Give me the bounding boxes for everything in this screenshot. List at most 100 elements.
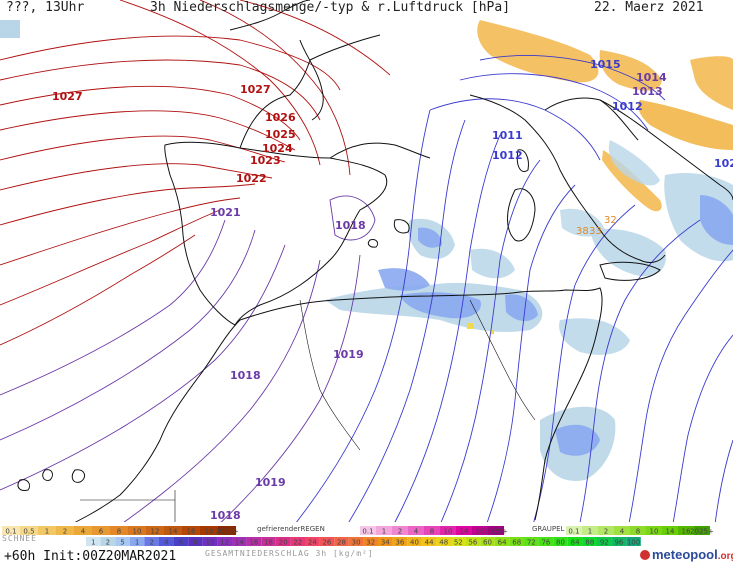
isobar-label: 1026 (265, 111, 296, 124)
legend-swatch-label: 2 (106, 539, 110, 547)
isobar-label: 1013 (632, 85, 663, 98)
legend-swatch-label: 8 (636, 528, 640, 536)
legend-swatch (200, 526, 218, 535)
precip-amount-labels: 32 38 33 (576, 215, 617, 237)
legend-swatch (20, 526, 38, 535)
legend-swatch-label: 16 (682, 528, 691, 536)
legend-swatch (360, 526, 376, 535)
precipitation-field (0, 20, 733, 481)
legend-swatch (538, 537, 554, 546)
legend-swatch (305, 537, 320, 546)
legend-swatch (217, 537, 232, 546)
legend-swatch-label: 8 (430, 528, 434, 536)
legend-swatch (456, 526, 472, 535)
legend-swatch (376, 526, 392, 535)
legend-swatch (436, 537, 451, 546)
legend-swatch (614, 526, 630, 535)
legend-swatch-label: 76 (541, 539, 550, 547)
legend-swatch (646, 526, 662, 535)
total-precip-legend: 1 2 5 1 2 4 6 8 10 12 14 16 18 20 22 24 26 28 30 32 34 36 40 44… (86, 537, 641, 547)
legend-swatch (319, 537, 335, 546)
legend-swatch-label: 14 (169, 528, 178, 536)
legend-swatch-label: 1 (588, 528, 592, 536)
legend-swatch (74, 526, 92, 535)
legend-swatch-label: 16 (476, 528, 485, 536)
isobar-labels: 1027 1027 1026 1025 1024 1023 1022 1021 … (52, 58, 733, 522)
legend-swatch-label: 100 (627, 539, 640, 547)
legend-swatch-label: 6 (99, 528, 104, 536)
freezing-rain-label: gefrierenderREGEN (257, 525, 325, 533)
legend-swatch-label: 12 (220, 539, 229, 547)
map-title: 3h Niederschlagsmenge/-typ & r.Luftdruck… (150, 0, 511, 15)
legend-swatch-label: 60 (483, 539, 492, 547)
legend-swatch (261, 537, 276, 546)
legend-swatch-label: 0.1 (5, 528, 16, 536)
isobar-label: 1014 (636, 71, 667, 84)
isobar-label: 1018 (335, 219, 366, 232)
legend-swatch-label: 10 (444, 528, 453, 536)
legend-swatch-label: 34 (381, 539, 390, 547)
legend-swatch (392, 526, 408, 535)
legend-swatch-label: 2 (398, 528, 402, 536)
legend-swatch (56, 526, 74, 535)
legend-swatch (363, 537, 378, 546)
legend-swatch (408, 526, 424, 535)
legend-swatch-label: 26 (322, 539, 331, 547)
legend-swatch-label: 92 (600, 539, 609, 547)
legend-swatch-label: 68 (512, 539, 521, 547)
legend-swatch-label: 4 (414, 528, 419, 536)
precip-amount: 33 (589, 226, 602, 237)
legend-swatch (524, 537, 539, 546)
legend-swatch-label: 14 (460, 528, 469, 536)
legend-swatch (173, 537, 189, 546)
brand-logo[interactable]: meteopool.org (640, 547, 733, 562)
legend-swatch (694, 526, 710, 535)
legend-swatch (626, 537, 641, 546)
isobar-label: 1027 (240, 83, 271, 96)
legend-swatch (2, 526, 20, 535)
legend-swatch (110, 526, 128, 535)
legend: 0.1 0.5 1 2 4 6 8 10 12 14 16 18 2025+ SCHNEE gefrie… (0, 522, 733, 566)
brand-name: meteopool (652, 547, 718, 562)
legend-swatch (378, 537, 393, 546)
legend-swatch (611, 537, 627, 546)
legend-swatch (144, 537, 159, 546)
legend-swatch-label: 5 (120, 539, 124, 547)
legend-swatch (146, 526, 164, 535)
header-left: ???, 13Uhr (6, 0, 85, 15)
legend-swatch-label: 1 (135, 539, 139, 547)
legend-swatch-label: 44 (425, 539, 434, 547)
snow-legend: 0.1 0.5 1 2 4 6 8 10 12 14 16 18 2025+ (2, 526, 239, 536)
legend-swatch (553, 537, 568, 546)
graupel-label: GRAUPEL (532, 525, 565, 533)
legend-swatch-label: 2 (604, 528, 608, 536)
legend-swatch-label: 2 (149, 539, 153, 547)
precip-amount: 32 (604, 215, 617, 226)
legend-swatch-label: 24 (308, 539, 317, 547)
legend-swatch (182, 526, 200, 535)
isobar-label: 1025 (265, 128, 296, 141)
legend-swatch-label: 8 (117, 528, 121, 536)
legend-swatch (567, 537, 583, 546)
legend-swatch-label: 30 (352, 539, 361, 547)
legend-swatch (407, 537, 422, 546)
isobar-label: 1019 (255, 476, 286, 489)
legend-swatch-label: 32 (366, 539, 375, 547)
legend-swatch-label: 16 (249, 539, 258, 547)
legend-swatch-label: 20 (279, 539, 288, 547)
legend-swatch-label: 2025+ (484, 528, 508, 536)
legend-swatch (92, 526, 110, 535)
legend-swatch (440, 526, 456, 535)
legend-swatch-label: 2025+ (690, 528, 714, 536)
isobar-label: 1015 (590, 58, 621, 71)
isobar-label: 1024 (262, 142, 293, 155)
legend-swatch-label: 64 (498, 539, 507, 547)
legend-swatch-label: 56 (468, 539, 477, 547)
legend-swatch (275, 537, 291, 546)
legend-swatch (392, 537, 408, 546)
legend-swatch-label: 10 (133, 528, 142, 536)
legend-swatch (472, 526, 488, 535)
legend-swatch (86, 537, 101, 546)
legend-swatch (488, 526, 504, 535)
